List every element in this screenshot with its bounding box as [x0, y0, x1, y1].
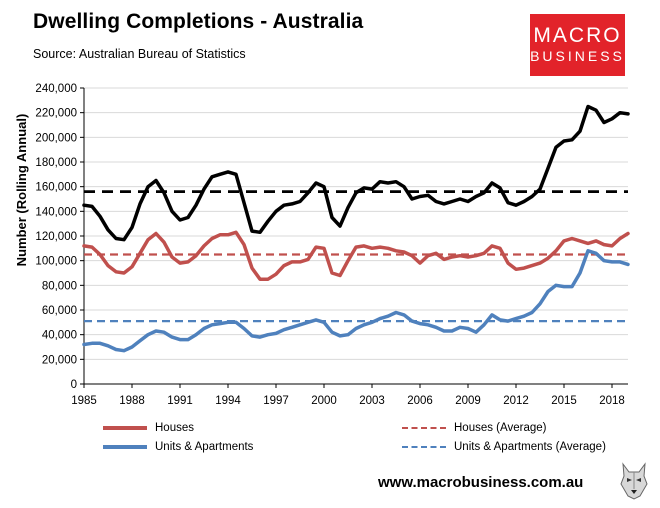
x-tick-label: 1994 [215, 395, 241, 407]
logo-line-2: BUSINESS [530, 48, 625, 64]
x-tick-label: 2015 [551, 395, 577, 407]
x-tick-label: 2012 [503, 395, 529, 407]
y-tick-label: 220,000 [35, 108, 77, 120]
x-tick-label: 2003 [359, 395, 385, 407]
wolf-icon [620, 462, 648, 500]
series-line-total [82, 104, 630, 242]
legend-swatch-houses-average [402, 427, 446, 429]
chart-title: Dwelling Completions - Australia [33, 10, 364, 33]
y-tick-label: 80,000 [42, 280, 77, 292]
legend-swatch-units-average [402, 446, 446, 448]
y-tick-label: 40,000 [42, 330, 77, 342]
chart-series [82, 104, 630, 353]
chart-axes [80, 87, 628, 388]
legend-swatch-houses [103, 426, 147, 430]
legend-label-units: Units & Apartments [155, 441, 254, 453]
x-tick-label: 1988 [119, 395, 145, 407]
x-tick-label: 2009 [455, 395, 481, 407]
y-tick-label: 160,000 [35, 182, 77, 194]
x-tick-label: 1985 [71, 395, 97, 407]
x-tick-labels: 1985 1988 1991 1994 1997 2000 2003 2006 2009 2012… [71, 395, 625, 407]
chart-gridlines [84, 87, 628, 360]
legend-item-houses: Houses [103, 422, 194, 434]
y-tick-label: 100,000 [35, 256, 77, 268]
legend-label-houses-average: Houses (Average) [454, 422, 547, 434]
y-tick-labels: 0 20,000 40,000 60,000 80,000 100,000 120,000 1… [35, 83, 77, 391]
x-tick-label: 1991 [167, 395, 193, 407]
chart-source: Source: Australian Bureau of Statistics [33, 47, 246, 61]
series-line-units [82, 249, 630, 353]
legend-label-units-average: Units & Apartments (Average) [454, 441, 606, 453]
y-tick-label: 0 [71, 379, 77, 391]
x-tick-label: 2018 [599, 395, 625, 407]
y-tick-label: 140,000 [35, 206, 77, 218]
legend-item-houses-average: Houses (Average) [402, 422, 546, 434]
y-tick-label: 120,000 [35, 231, 77, 243]
macrobusiness-logo: MACRO BUSINESS [530, 14, 625, 76]
y-tick-label: 20,000 [42, 354, 77, 366]
legend-label-houses: Houses [155, 422, 194, 434]
y-tick-label: 60,000 [42, 305, 77, 317]
y-tick-label: 180,000 [35, 157, 77, 169]
legend-swatch-units [103, 445, 147, 449]
x-tick-label: 2006 [407, 395, 433, 407]
logo-line-1: MACRO [533, 24, 622, 47]
legend-item-units-average: Units & Apartments (Average) [402, 441, 606, 453]
series-line-houses [82, 230, 630, 281]
legend-item-units: Units & Apartments [103, 441, 253, 453]
y-tick-label: 200,000 [35, 132, 77, 144]
x-tick-label: 1997 [263, 395, 289, 407]
x-tick-label: 2000 [311, 395, 337, 407]
website-link[interactable]: www.macrobusiness.com.au [378, 474, 584, 491]
y-tick-label: 240,000 [35, 83, 77, 95]
